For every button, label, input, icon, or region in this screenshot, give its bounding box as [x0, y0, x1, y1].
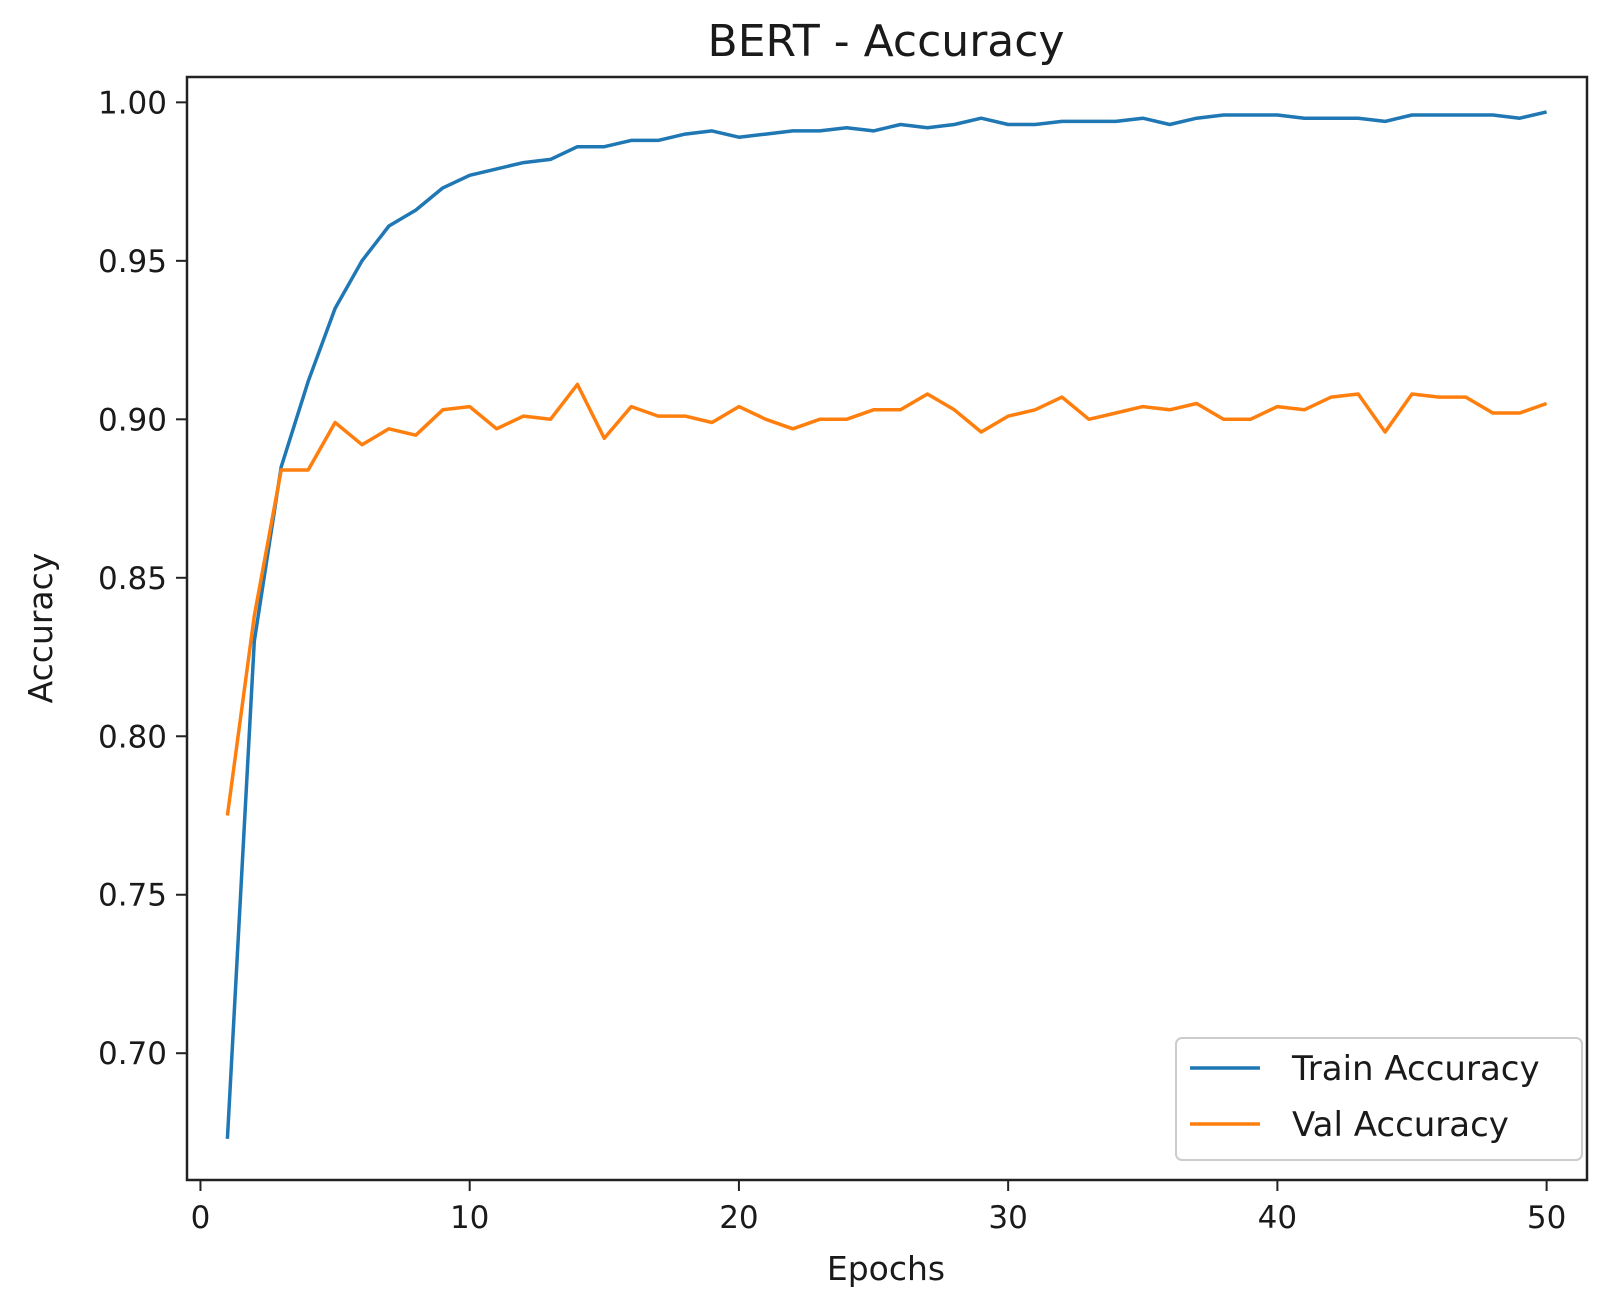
y-tick-label: 0.75	[98, 878, 167, 914]
x-tick-label: 50	[1527, 1200, 1566, 1236]
y-tick-label: 0.90	[98, 402, 167, 438]
x-tick-label: 40	[1258, 1200, 1297, 1236]
x-tick-label: 0	[191, 1200, 211, 1236]
x-axis: 0 10 20 30 40 50	[191, 1180, 1566, 1236]
x-axis-label: Epochs	[827, 1249, 945, 1288]
x-tick-label: 30	[988, 1200, 1027, 1236]
y-axis-label: Accuracy	[21, 553, 60, 704]
y-tick-label: 0.85	[98, 561, 167, 597]
legend-box	[1175, 1037, 1583, 1161]
series-line-0	[225, 110, 1547, 1139]
plot-area	[185, 75, 1589, 1182]
y-tick-label: 1.00	[98, 85, 167, 121]
series-line-1	[225, 382, 1548, 816]
x-tick-label: 10	[450, 1200, 489, 1236]
legend-label: Val Accuracy	[1292, 1105, 1509, 1145]
y-tick-label: 0.80	[98, 719, 167, 755]
y-tick-label: 0.95	[98, 244, 167, 280]
series-layer	[225, 110, 1548, 1139]
chart-title: BERT - Accuracy	[708, 16, 1065, 67]
y-tick-label: 0.70	[98, 1036, 167, 1072]
legend: Train Accuracy Val Accuracy	[1175, 1037, 1583, 1161]
legend-label: Train Accuracy	[1291, 1049, 1540, 1089]
x-tick-label: 20	[719, 1200, 758, 1236]
y-axis: 0.70 0.75 0.80 0.85 0.90 0.95 1.00	[98, 85, 187, 1072]
